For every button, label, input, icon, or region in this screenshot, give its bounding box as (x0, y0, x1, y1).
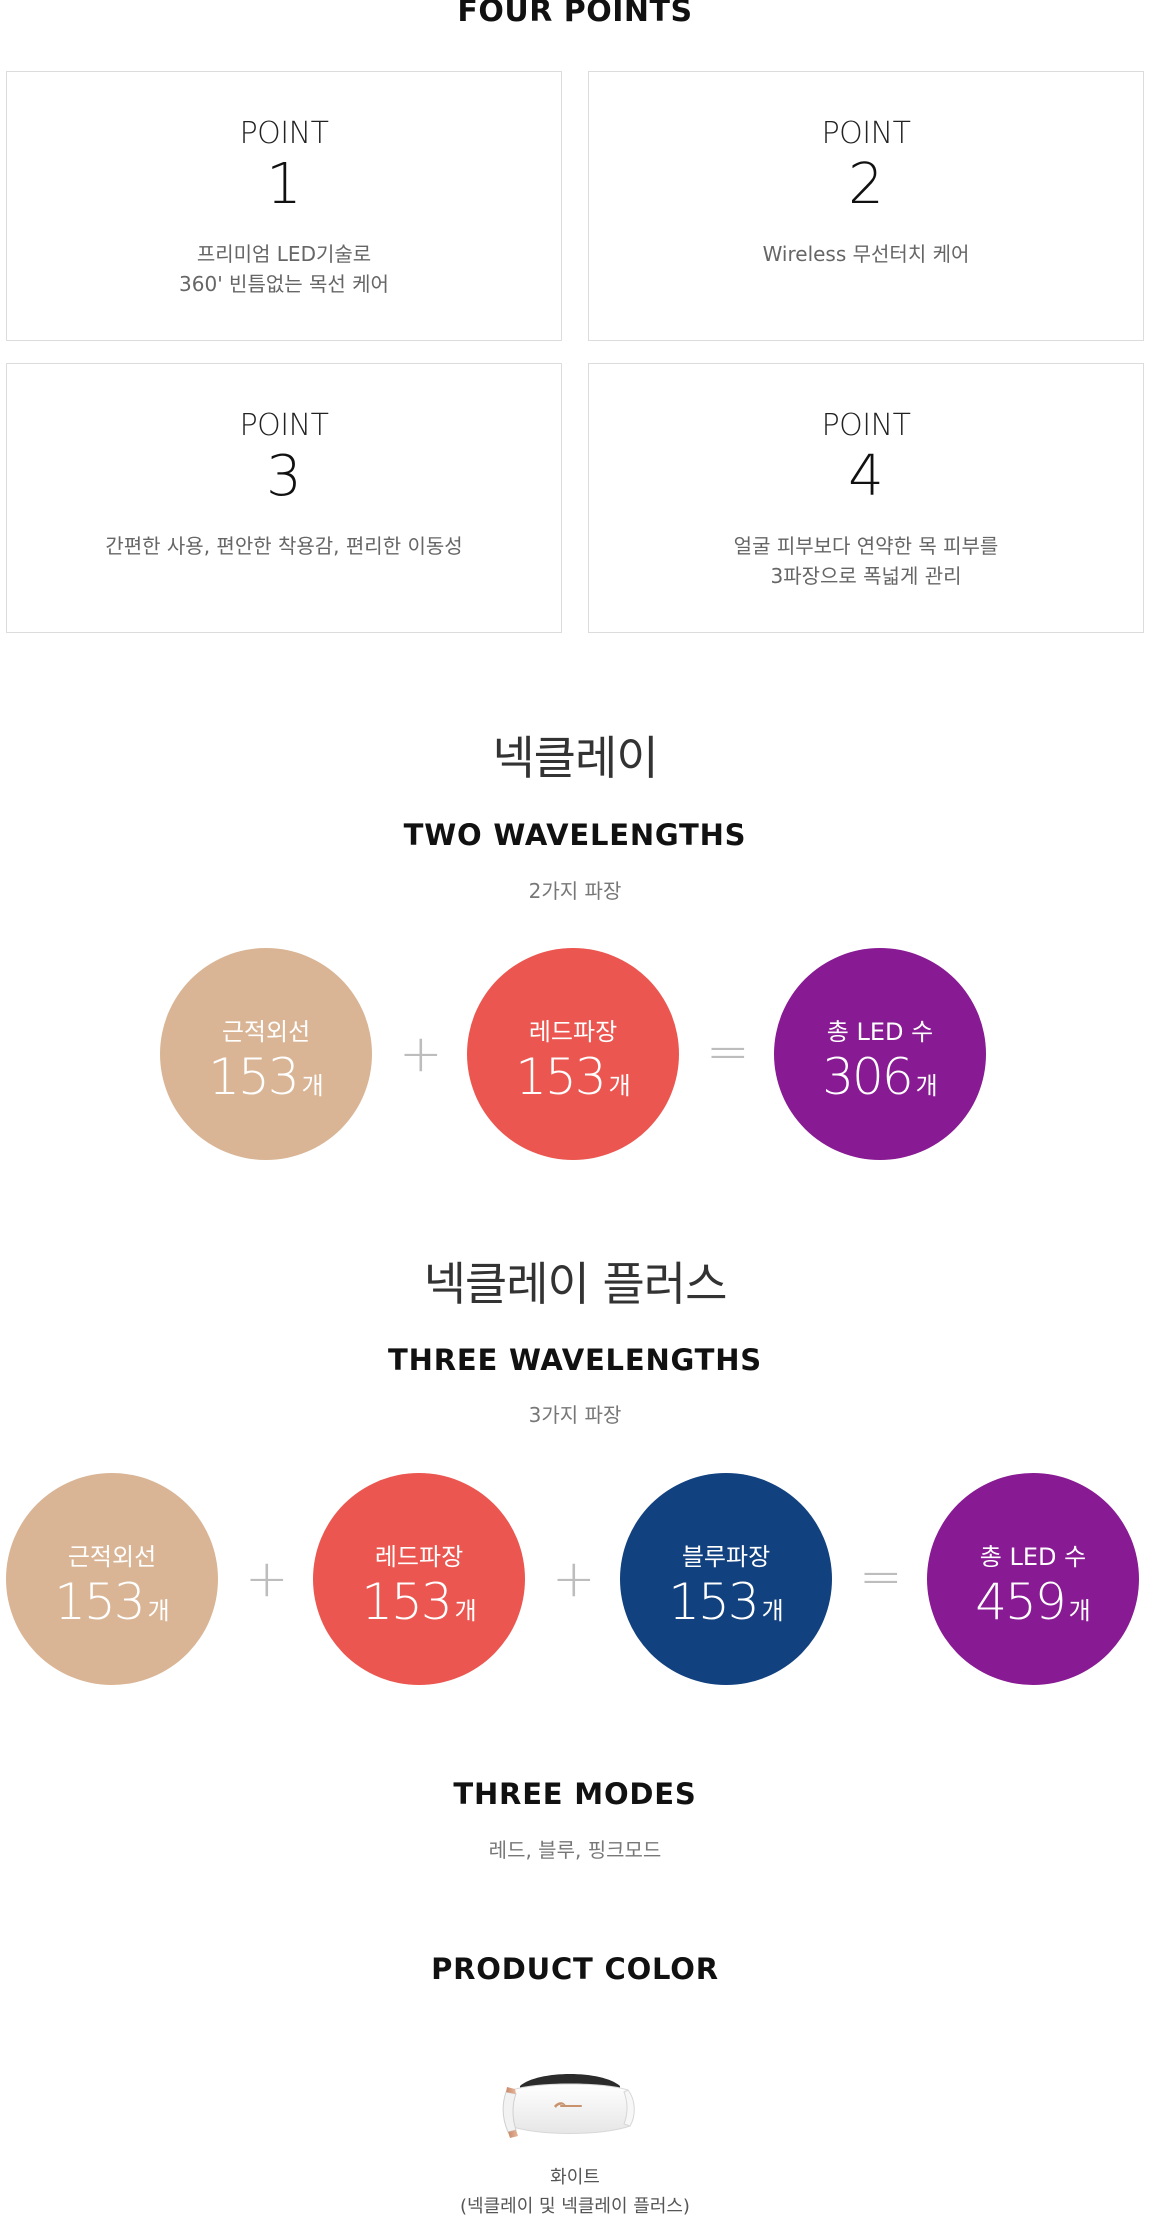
circle-label: 레드파장 (374, 1543, 464, 1571)
point-label: POINT (239, 408, 329, 443)
circle-value: 153 개 (515, 1048, 631, 1106)
circle-label: 총 LED 수 (826, 1018, 934, 1046)
circle-label: 근적외선 (221, 1018, 311, 1046)
circle-total-led: 총 LED 수 306 개 (774, 948, 986, 1160)
circle-label: 레드파장 (528, 1018, 618, 1046)
necklay-plus-title: 넥클레이 플러스 (423, 1257, 728, 1311)
circle-label: 총 LED 수 (979, 1543, 1087, 1571)
equals-icon: = (706, 1022, 750, 1082)
point-card-4: POINT 4 얼굴 피부보다 연약한 목 피부를 3파장으로 폭넓게 관리 (588, 363, 1144, 633)
plus-icon: + (245, 1549, 289, 1609)
plus-icon: + (399, 1024, 443, 1084)
point-card-2: POINT 2 Wireless 무선터치 케어 (588, 71, 1144, 341)
point-label: POINT (821, 408, 911, 443)
point-number: 4 (848, 444, 884, 509)
product-color-title: PRODUCT COLOR (431, 1952, 719, 1986)
equals-icon: = (859, 1547, 903, 1607)
circle-value: 153 개 (208, 1048, 324, 1106)
circle-total-led: 총 LED 수 459 개 (927, 1473, 1139, 1685)
circle-value: 153 개 (668, 1573, 784, 1631)
three-wavelengths-title: THREE WAVELENGTHS (388, 1343, 762, 1377)
point-number: 3 (266, 444, 302, 509)
product-image (502, 2074, 635, 2138)
two-wavelengths-subtitle: 2가지 파장 (528, 879, 622, 903)
three-wavelengths-subtitle: 3가지 파장 (528, 1403, 622, 1427)
point-description: Wireless 무선터치 케어 (762, 242, 970, 266)
point-label: POINT (239, 116, 329, 151)
necklay-title: 넥클레이 (492, 731, 658, 785)
point-description: 간편한 사용, 편안한 착용감, 편리한 이동성 (105, 534, 463, 558)
two-wavelengths-title: TWO WAVELENGTHS (403, 818, 747, 852)
plus-icon: + (552, 1549, 596, 1609)
circle-near-infrared: 근적외선 153 개 (6, 1473, 218, 1685)
circle-value: 459 개 (975, 1573, 1091, 1631)
three-modes-title: THREE MODES (453, 1777, 697, 1811)
point-number: 1 (266, 152, 302, 217)
circle-red-wavelength: 레드파장 153 개 (313, 1473, 525, 1685)
point-description: 얼굴 피부보다 연약한 목 피부를 3파장으로 폭넓게 관리 (733, 534, 999, 588)
product-color-name: 화이트 (550, 2167, 600, 2188)
circle-red-wavelength: 레드파장 153 개 (467, 948, 679, 1160)
three-modes-subtitle: 레드, 블루, 핑크모드 (488, 1838, 662, 1862)
circle-value: 153 개 (361, 1573, 477, 1631)
circle-near-infrared: 근적외선 153 개 (160, 948, 372, 1160)
circle-label: 근적외선 (67, 1543, 157, 1571)
point-label: POINT (821, 116, 911, 151)
product-color-note: (넥클레이 및 넥클레이 플러스) (460, 2196, 690, 2217)
point-number: 2 (848, 152, 884, 217)
circle-blue-wavelength: 블루파장 153 개 (620, 1473, 832, 1685)
four-points-title: FOUR POINTS (457, 0, 693, 29)
point-card-3: POINT 3 간편한 사용, 편안한 착용감, 편리한 이동성 (6, 363, 562, 633)
circle-label: 블루파장 (681, 1543, 771, 1571)
circle-value: 306 개 (822, 1048, 938, 1106)
point-description: 프리미엄 LED기술로 360' 빈틈없는 목선 케어 (179, 242, 389, 296)
point-card-1: POINT 1 프리미엄 LED기술로 360' 빈틈없는 목선 케어 (6, 71, 562, 341)
circle-value: 153 개 (54, 1573, 170, 1631)
